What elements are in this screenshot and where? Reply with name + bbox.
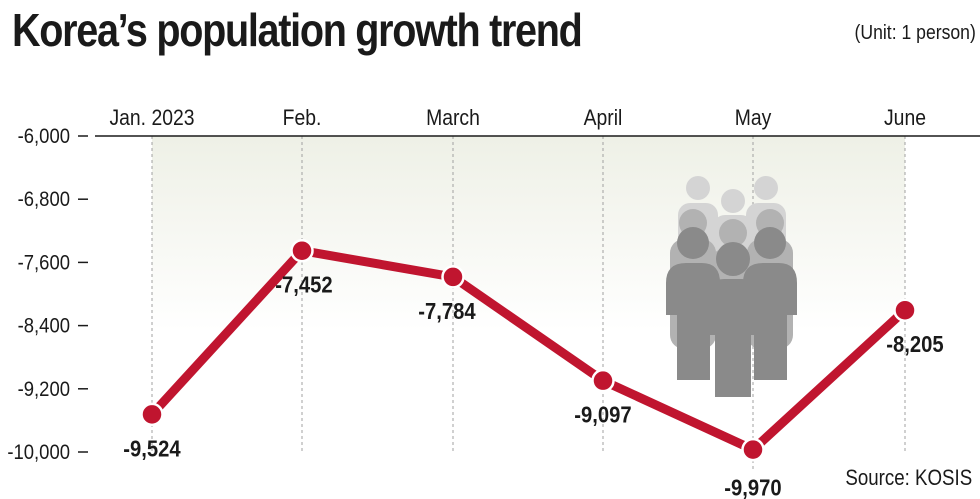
series-line [147,246,910,455]
source-note: Source: KOSIS [845,465,972,490]
y-tick-label: -6,800 [18,188,70,211]
x-category-label: Jan. 2023 [109,106,194,130]
data-label: -7,452 [275,271,332,298]
data-point-marker [591,368,615,393]
y-tick-label: -8,400 [18,315,70,338]
data-label: -9,970 [724,474,781,499]
x-category-label: March [426,106,480,130]
data-point-marker [140,402,164,427]
data-point-marker [290,238,314,263]
data-point-marker [441,265,465,289]
y-tick-label: -9,200 [18,378,70,401]
page-title: Korea’s population growth trend [12,4,583,56]
data-point-marker [893,298,917,322]
x-category-label: April [584,106,623,130]
data-label: -8,205 [886,331,943,358]
x-category-label: June [884,106,926,130]
unit-note: (Unit: 1 person) [854,22,976,44]
people-group-icon [666,176,797,397]
y-tick-label: -6,000 [18,125,70,148]
y-tick-label: -7,600 [18,251,70,274]
x-category-label: Feb. [283,106,322,130]
data-point-marker [741,437,765,462]
data-label: -9,097 [574,401,631,428]
x-category-label: May [735,106,772,130]
data-label: -9,524 [123,435,180,462]
y-tick-label: -10,000 [7,441,70,464]
data-label: -7,784 [418,298,475,325]
